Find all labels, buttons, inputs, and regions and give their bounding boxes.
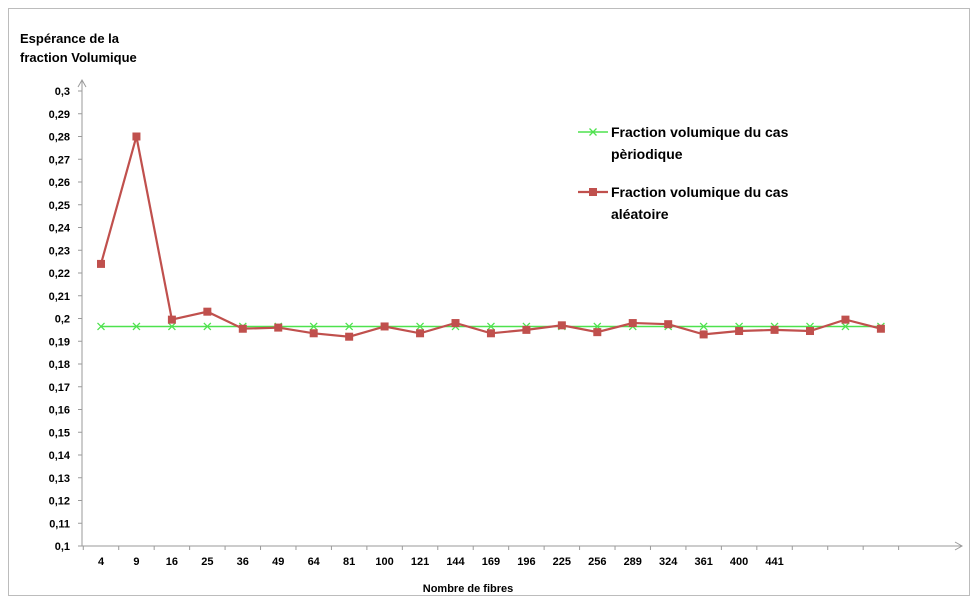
data-point-square bbox=[132, 132, 141, 141]
x-tick-label: 4 bbox=[98, 556, 105, 568]
x-tick-label: 25 bbox=[201, 556, 213, 568]
y-tick-label: 0,19 bbox=[49, 336, 70, 348]
data-point-square bbox=[486, 329, 495, 338]
y-tick-label: 0,27 bbox=[49, 154, 70, 166]
data-point-square bbox=[522, 325, 531, 334]
data-point-square bbox=[309, 329, 318, 338]
y-tick-label: 0,12 bbox=[49, 496, 70, 508]
data-point-square bbox=[664, 320, 673, 329]
y-tick-label: 0,3 bbox=[55, 86, 70, 98]
data-point-square bbox=[557, 321, 566, 330]
data-point-square bbox=[628, 319, 637, 328]
data-point-square bbox=[841, 315, 850, 324]
y-tick-label: 0,17 bbox=[49, 382, 70, 394]
x-tick-label: 225 bbox=[553, 556, 571, 568]
x-tick-label: 100 bbox=[375, 556, 393, 568]
data-point-square bbox=[238, 324, 247, 333]
x-tick-label: 289 bbox=[624, 556, 642, 568]
data-point-x bbox=[203, 322, 212, 331]
chart-frame bbox=[8, 8, 970, 596]
data-point-x bbox=[309, 322, 318, 331]
data-point-square bbox=[416, 329, 425, 338]
data-point-square bbox=[593, 328, 602, 337]
data-point-x bbox=[167, 322, 176, 331]
x-tick-label: 36 bbox=[237, 556, 249, 568]
legend-label: Fraction volumique du cas bbox=[611, 124, 789, 140]
series-line-2 bbox=[99, 136, 882, 338]
data-point-square bbox=[97, 259, 105, 268]
y-tick-label: 0,11 bbox=[49, 518, 70, 530]
data-point-square bbox=[699, 330, 708, 339]
data-point-square bbox=[345, 332, 354, 341]
data-point-square bbox=[770, 325, 779, 334]
data-point-square bbox=[876, 324, 885, 333]
data-point-x bbox=[416, 322, 425, 331]
x-tick-label: 49 bbox=[272, 556, 284, 568]
legend-marker-square bbox=[589, 188, 597, 196]
x-tick-label: 256 bbox=[588, 556, 606, 568]
data-point-x bbox=[841, 322, 850, 331]
legend-label: aléatoire bbox=[611, 206, 669, 222]
y-tick-label: 0,18 bbox=[49, 359, 70, 371]
y-tick-label: 0,21 bbox=[49, 291, 70, 303]
y-tick-label: 0,23 bbox=[49, 245, 70, 257]
y-tick-label: 0,1 bbox=[55, 541, 70, 553]
x-tick-label: 81 bbox=[343, 556, 355, 568]
x-tick-label: 324 bbox=[659, 556, 678, 568]
y-tick-label: 0,25 bbox=[49, 200, 70, 212]
x-tick-label: 441 bbox=[765, 556, 783, 568]
y-tick-label: 0,22 bbox=[49, 268, 70, 280]
data-point-x bbox=[132, 322, 141, 331]
legend-label: pèriodique bbox=[611, 146, 683, 162]
data-point-square bbox=[735, 327, 744, 336]
series-layer bbox=[97, 132, 885, 341]
x-tick-label: 169 bbox=[482, 556, 500, 568]
y-tick-label: 0,24 bbox=[49, 223, 71, 235]
y-axis-title-line-1: Espérance de la bbox=[20, 31, 120, 46]
x-tick-label: 361 bbox=[694, 556, 712, 568]
data-point-square bbox=[167, 315, 176, 324]
data-point-x bbox=[345, 322, 354, 331]
y-tick-label: 0,28 bbox=[49, 132, 70, 144]
x-axis-arrow bbox=[954, 541, 964, 551]
y-axis-arrow bbox=[77, 78, 87, 88]
data-point-x bbox=[699, 322, 708, 331]
x-tick-label: 9 bbox=[133, 556, 139, 568]
x-axis-title: Nombre de fibres bbox=[423, 583, 513, 595]
data-point-x bbox=[97, 322, 105, 331]
x-tick-label: 196 bbox=[517, 556, 535, 568]
x-tick-label: 121 bbox=[411, 556, 429, 568]
data-point-square bbox=[203, 307, 212, 316]
data-point-x bbox=[486, 322, 495, 331]
y-axis-title-line-2: fraction Volumique bbox=[20, 50, 137, 65]
y-tick-label: 0,15 bbox=[49, 427, 70, 439]
y-tick-label: 0,13 bbox=[49, 473, 70, 485]
y-tick-label: 0,2 bbox=[55, 314, 70, 326]
legend: Fraction volumique du cas pèriodique Fract… bbox=[578, 124, 789, 222]
data-point-square bbox=[380, 322, 389, 331]
legend-label: Fraction volumique du cas bbox=[611, 184, 789, 200]
data-point-square bbox=[451, 319, 460, 328]
x-tick-label: 144 bbox=[446, 556, 465, 568]
x-tick-label: 16 bbox=[166, 556, 178, 568]
x-tick-label: 64 bbox=[308, 556, 321, 568]
data-point-square bbox=[274, 323, 283, 332]
legend-marker-x bbox=[589, 128, 597, 136]
axes: 0,1 0,11 0,12 0,13 0,14 0,15 0,16 0,17 0,18 0,19 0… bbox=[49, 78, 964, 568]
y-tick-label: 0,29 bbox=[49, 109, 70, 121]
data-point-square bbox=[806, 327, 814, 336]
y-tick-label: 0,14 bbox=[49, 450, 71, 462]
y-tick-label: 0,26 bbox=[49, 177, 70, 189]
y-tick-label: 0,16 bbox=[49, 405, 70, 417]
x-tick-label: 400 bbox=[730, 556, 748, 568]
